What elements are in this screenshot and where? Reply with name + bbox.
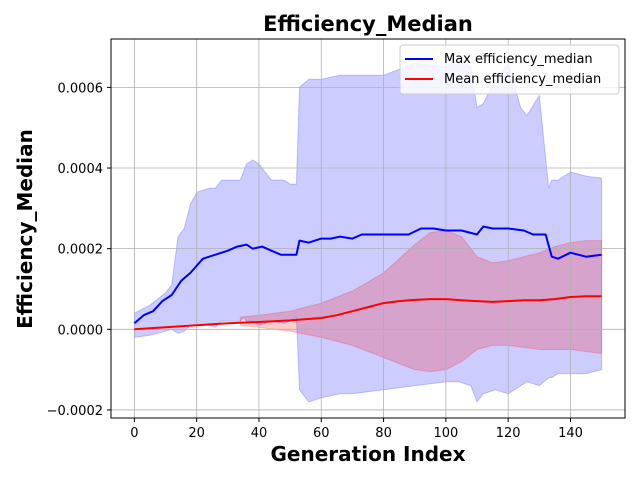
axis-ticks: 0 20 40 60 80 100 120 140 −0.0002 0.0000 0.0002 0.0…	[47, 81, 583, 441]
x-tick-label: 0	[130, 426, 138, 441]
x-tick-label: 140	[558, 426, 583, 441]
x-tick-label: 120	[496, 426, 521, 441]
mean-series-line	[134, 295, 602, 331]
legend-box	[399, 44, 620, 95]
y-axis-label: Efficiency_Median	[13, 129, 37, 329]
x-tick-label: 20	[188, 426, 205, 441]
series-lines	[133, 225, 602, 331]
y-tick-label: −0.0002	[47, 404, 103, 419]
y-tick-label: 0.0000	[58, 323, 104, 338]
x-tick-label: 40	[251, 426, 268, 441]
x-tick-label: 80	[375, 426, 392, 441]
plot-frame	[110, 38, 626, 419]
legend-label-mean: Mean efficiency_median	[444, 72, 601, 87]
x-tick-label: 60	[313, 426, 330, 441]
y-tick-label: 0.0004	[58, 162, 104, 177]
x-tick-label: 100	[433, 426, 458, 441]
x-axis-label: Generation Index	[271, 442, 466, 466]
legend-label-max: Max efficiency_median	[444, 52, 593, 67]
max-band	[133, 58, 603, 403]
legend: Max efficiency_median Mean efficiency_me…	[399, 44, 620, 95]
max-series-line	[133, 225, 602, 325]
y-tick-label: 0.0006	[58, 81, 104, 96]
mean-band	[239, 229, 603, 373]
y-tick-label: 0.0002	[58, 243, 104, 258]
chart-title: Efficiency_Median	[263, 12, 473, 36]
confidence-bands	[133, 58, 603, 403]
